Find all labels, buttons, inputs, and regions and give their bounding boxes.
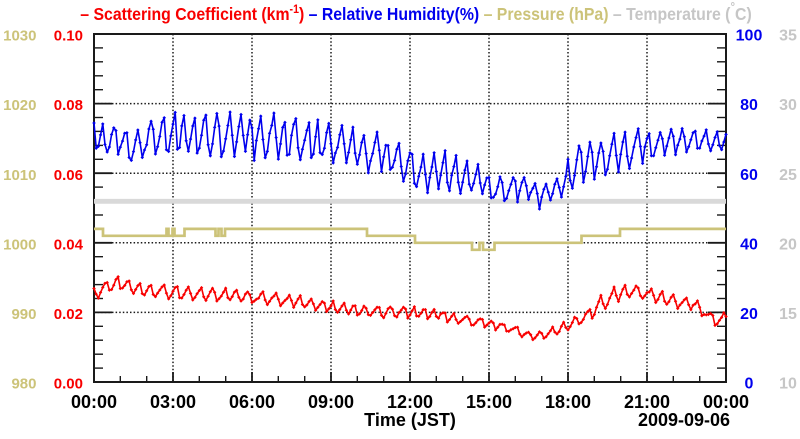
svg-text:980: 980 xyxy=(11,376,36,393)
svg-text:25: 25 xyxy=(779,167,797,184)
svg-text:0.00: 0.00 xyxy=(54,376,83,393)
svg-text:2009-09-06: 2009-09-06 xyxy=(638,410,730,430)
svg-text:03:00: 03:00 xyxy=(150,392,196,412)
svg-text:Time (JST): Time (JST) xyxy=(364,410,456,430)
svg-text:12:00: 12:00 xyxy=(387,392,433,412)
svg-text:1000: 1000 xyxy=(3,236,36,253)
svg-text:15:00: 15:00 xyxy=(466,392,512,412)
svg-text:1030: 1030 xyxy=(3,28,36,45)
svg-text:60: 60 xyxy=(740,167,758,184)
svg-text:35: 35 xyxy=(779,28,797,45)
svg-text:0.06: 0.06 xyxy=(54,167,83,184)
svg-text:0.10: 0.10 xyxy=(54,28,83,45)
svg-text:18:00: 18:00 xyxy=(545,392,591,412)
svg-text:15: 15 xyxy=(779,306,797,323)
svg-text:0.08: 0.08 xyxy=(54,97,83,114)
svg-text:0.02: 0.02 xyxy=(54,306,83,323)
svg-text:80: 80 xyxy=(740,97,758,114)
svg-text:990: 990 xyxy=(11,306,36,323)
svg-text:21:00: 21:00 xyxy=(624,392,670,412)
svg-text:30: 30 xyxy=(779,97,797,114)
svg-text:100: 100 xyxy=(736,28,763,45)
svg-text:10: 10 xyxy=(779,376,797,393)
svg-text:20: 20 xyxy=(779,236,797,253)
svg-text:00:00: 00:00 xyxy=(71,392,117,412)
svg-text:40: 40 xyxy=(740,236,758,253)
svg-text:– Scattering Coefficient (km-1: – Scattering Coefficient (km-1) – Relati… xyxy=(80,0,751,24)
svg-text:1010: 1010 xyxy=(3,167,36,184)
svg-text:1020: 1020 xyxy=(3,97,36,114)
svg-text:0.04: 0.04 xyxy=(54,236,84,253)
svg-text:09:00: 09:00 xyxy=(308,392,354,412)
svg-text:06:00: 06:00 xyxy=(229,392,275,412)
svg-text:20: 20 xyxy=(740,306,758,323)
svg-text:00:00: 00:00 xyxy=(703,392,749,412)
svg-text:0: 0 xyxy=(745,376,754,393)
